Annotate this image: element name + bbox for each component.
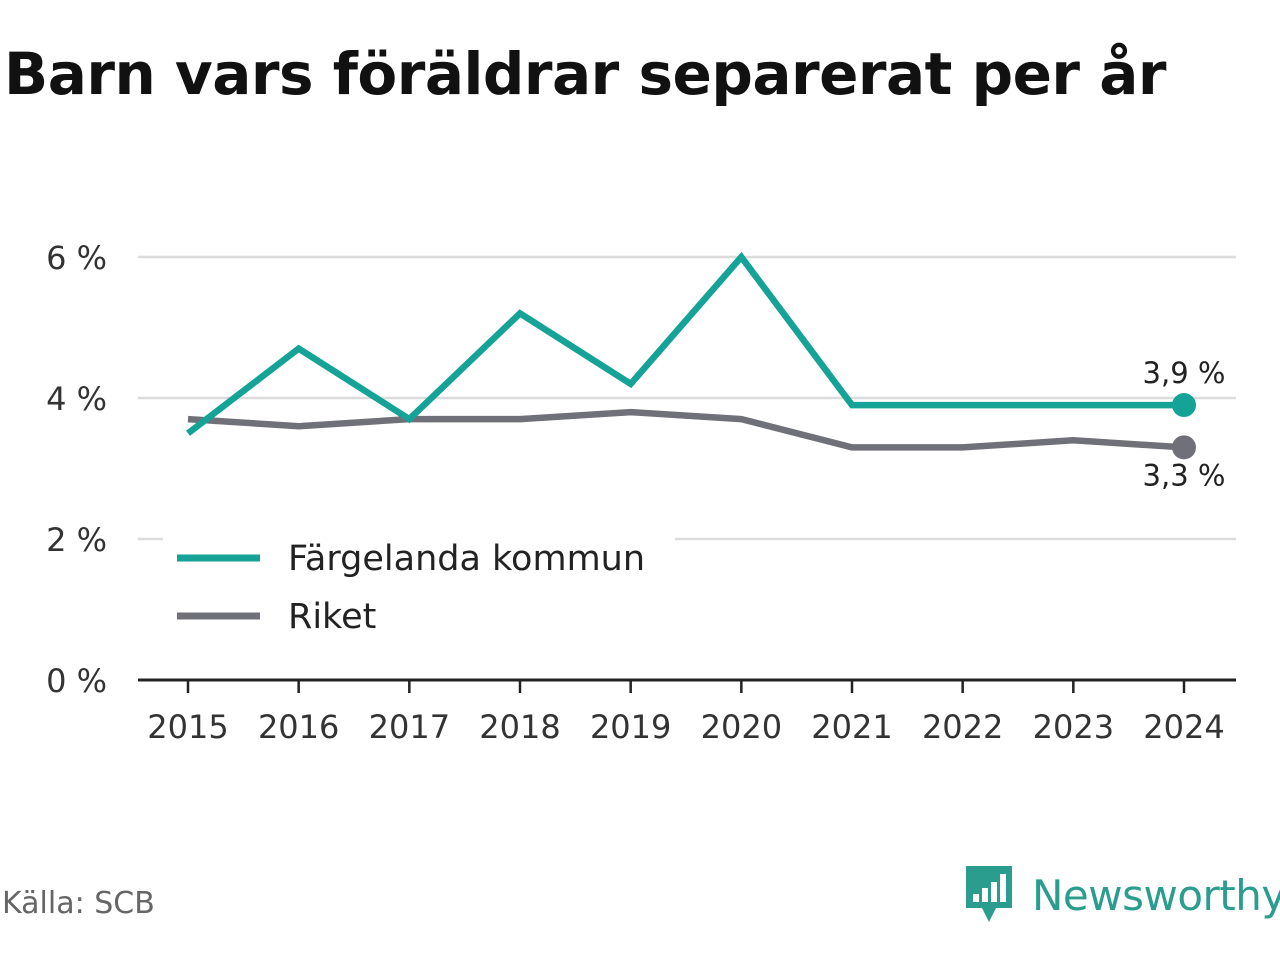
x-tick-label: 2022 <box>922 708 1003 746</box>
legend-label: Färgelanda kommun <box>288 539 645 579</box>
y-tick-label: 0 % <box>46 662 107 700</box>
legend-background <box>163 522 675 646</box>
x-tick-label: 2023 <box>1033 708 1114 746</box>
y-axis-tick-labels: 0 % 2 % 4 % 6 % <box>46 239 107 700</box>
series-line <box>187 408 1185 451</box>
x-tick-label: 2024 <box>1143 708 1224 746</box>
x-axis-ticks: 2015 2016 2017 2018 2019 2020 2021 2022 2023 2024 <box>147 680 1225 746</box>
x-tick-label: 2017 <box>369 708 450 746</box>
source-note: Källa: SCB <box>2 886 155 921</box>
x-tick-label: 2019 <box>590 708 671 746</box>
legend: Färgelanda kommun Riket <box>163 522 675 646</box>
end-value-label: 3,3 % <box>1143 458 1226 492</box>
x-tick-label: 2016 <box>258 708 339 746</box>
y-tick-label: 4 % <box>46 380 107 418</box>
y-tick-label: 2 % <box>46 521 107 559</box>
end-labels: 3,9 % 3,3 % <box>1143 356 1226 492</box>
x-tick-label: 2015 <box>147 708 228 746</box>
x-tick-label: 2021 <box>811 708 892 746</box>
y-tick-label: 6 % <box>46 239 107 277</box>
legend-label: Riket <box>288 597 376 637</box>
series-end-point <box>1172 393 1196 418</box>
series-end-point <box>1172 435 1196 460</box>
series-lines <box>186 251 1196 460</box>
newsworthy-logo-icon <box>966 866 1012 922</box>
gridlines <box>138 255 1236 541</box>
series-line <box>186 251 1184 436</box>
brand-logo: Newsworthy <box>964 864 1280 926</box>
x-tick-label: 2020 <box>701 708 782 746</box>
end-value-label: 3,9 % <box>1143 356 1226 390</box>
brand-name: Newsworthy <box>1032 870 1280 920</box>
chart-title: Barn vars föräldrar separerat per år <box>4 40 1166 108</box>
x-tick-label: 2018 <box>479 708 560 746</box>
